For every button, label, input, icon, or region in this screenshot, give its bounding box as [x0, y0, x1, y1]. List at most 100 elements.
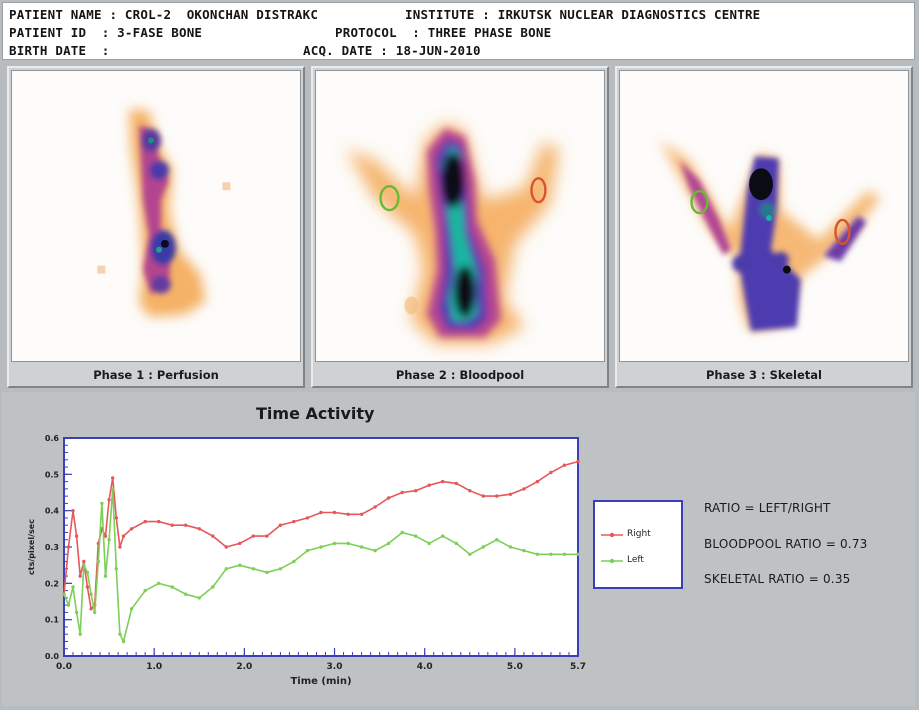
protocol-row: PROTOCOL : THREE PHASE BONE — [335, 25, 552, 40]
data-point-left — [96, 559, 101, 564]
data-point-right — [576, 459, 580, 464]
data-point-left — [85, 570, 90, 575]
data-point-right — [251, 534, 256, 538]
acq-date-value: 18-JUN-2010 — [395, 43, 481, 58]
legend-left-marker — [609, 558, 615, 564]
institute-row: INSTITUTE : IRKUTSK NUCLEAR DIAGNOSTICS … — [405, 7, 761, 22]
perfusion-scan-graphic — [97, 108, 231, 318]
x-tick-label: 1.0 — [146, 662, 162, 672]
data-point-left — [82, 563, 86, 567]
data-point-left — [224, 567, 228, 571]
y-axis-label: cts/pixel/sec — [27, 519, 36, 575]
data-point-left — [74, 610, 79, 615]
data-point-right — [71, 509, 75, 513]
patient-id-row: PATIENT ID : 3-FASE BONE — [9, 25, 203, 40]
data-point-right — [522, 487, 526, 491]
data-point-right — [114, 516, 119, 520]
left-roi-outline — [690, 189, 709, 215]
phase2-panel[interactable]: Phase 2 : Bloodpool — [311, 66, 609, 388]
data-point-left — [346, 541, 350, 546]
birth-date-row: BIRTH DATE : — [9, 43, 118, 58]
bloodpool-ratio: BLOODPOOL RATIO = 0.73 — [704, 537, 868, 551]
legend-right-marker — [609, 532, 615, 538]
data-point-right — [292, 519, 296, 524]
x-axis-label: Time (min) — [290, 676, 351, 687]
phase2-bloodpool-image[interactable] — [315, 70, 605, 362]
data-point-right — [535, 479, 540, 484]
data-point-left — [100, 501, 104, 506]
phase1-label: Phase 1 : Perfusion — [93, 368, 219, 382]
patient-id-value: 3-FASE BONE — [117, 25, 203, 40]
data-point-left — [305, 548, 310, 553]
data-point-left — [386, 541, 391, 546]
data-point-right — [129, 527, 134, 531]
y-tick-label: 0.4 — [45, 507, 60, 516]
y-tick-label: 0.3 — [45, 543, 59, 552]
phase1-perfusion-image[interactable] — [11, 70, 301, 362]
acq-date-row: ACQ. DATE : 18-JUN-2010 — [303, 43, 481, 58]
data-point-right — [89, 607, 93, 611]
data-point-left — [238, 563, 242, 567]
patient-id-label: PATIENT ID — [9, 25, 87, 40]
data-point-right — [495, 494, 499, 498]
data-point-right — [508, 492, 513, 496]
data-point-left — [468, 552, 472, 556]
data-point-right — [78, 574, 82, 578]
data-point-left — [562, 552, 567, 556]
data-point-left — [508, 545, 513, 549]
data-point-right — [278, 523, 283, 527]
data-point-left — [319, 545, 323, 549]
data-point-right — [103, 534, 108, 538]
right-roi-outline — [530, 177, 547, 204]
data-point-right — [197, 527, 201, 531]
patient-name-value: CROL-2 OKONCHAN DISTRAKC — [124, 7, 319, 22]
protocol-label: PROTOCOL — [335, 25, 397, 40]
data-point-right — [427, 483, 431, 487]
x-tick-label: 5.0 — [507, 662, 523, 672]
data-point-left — [93, 610, 97, 615]
data-point-left — [495, 538, 499, 542]
patient-name-label: PATIENT NAME — [9, 7, 102, 22]
data-point-right — [346, 512, 350, 516]
data-point-right — [157, 519, 161, 524]
data-point-right — [224, 545, 228, 549]
data-point-left — [78, 632, 82, 636]
data-point-left — [211, 585, 215, 589]
data-point-left — [129, 607, 134, 611]
institute-label: INSTITUTE — [405, 7, 475, 22]
data-point-right — [66, 545, 71, 549]
skeletal-ratio: SKELETAL RATIO = 0.35 — [704, 572, 851, 586]
data-point-left — [535, 552, 540, 556]
right-roi-outline — [834, 218, 851, 245]
phase1-panel[interactable]: Phase 1 : Perfusion — [7, 66, 305, 388]
birth-date-label: BIRTH DATE — [9, 43, 87, 58]
legend-swatches — [601, 532, 623, 564]
data-point-right — [373, 505, 377, 509]
data-point-left — [265, 570, 269, 575]
y-tick-label: 0.2 — [45, 579, 59, 588]
ratio-formula: RATIO = LEFT/RIGHT — [704, 501, 831, 515]
data-point-right — [441, 479, 445, 484]
phase3-skeletal-image[interactable] — [619, 70, 909, 362]
data-point-left — [427, 541, 431, 546]
legend-left-label: Left — [627, 555, 644, 565]
legend-right-label: Right — [627, 529, 651, 539]
data-point-right — [107, 498, 111, 502]
data-point-right — [265, 534, 269, 538]
data-point-left — [170, 585, 174, 589]
data-point-left — [118, 632, 122, 636]
data-point-left — [441, 534, 445, 538]
data-point-right — [211, 534, 215, 538]
data-point-right — [549, 470, 553, 475]
phase3-label: Phase 3 : Skeletal — [706, 368, 822, 382]
data-point-right — [82, 559, 86, 564]
patient-info-header: PATIENT NAME : CROL-2 OKONCHAN DISTRAKC … — [2, 2, 915, 60]
data-point-right — [359, 512, 364, 516]
data-point-left — [62, 592, 66, 596]
phase3-panel[interactable]: Phase 3 : Skeletal — [615, 66, 913, 388]
time-activity-chart[interactable]: 0.0 1.0 2.0 3.0 4.0 5.0 5.7 0.0 0.1 0.2 0.3 0.4 0.5 0… — [0, 420, 590, 710]
left-roi-outline — [379, 185, 400, 212]
patient-name-row: PATIENT NAME : CROL-2 OKONCHAN DISTRAKC — [9, 7, 319, 22]
skeletal-scan-graphic — [659, 140, 881, 332]
data-point-left — [332, 541, 337, 546]
